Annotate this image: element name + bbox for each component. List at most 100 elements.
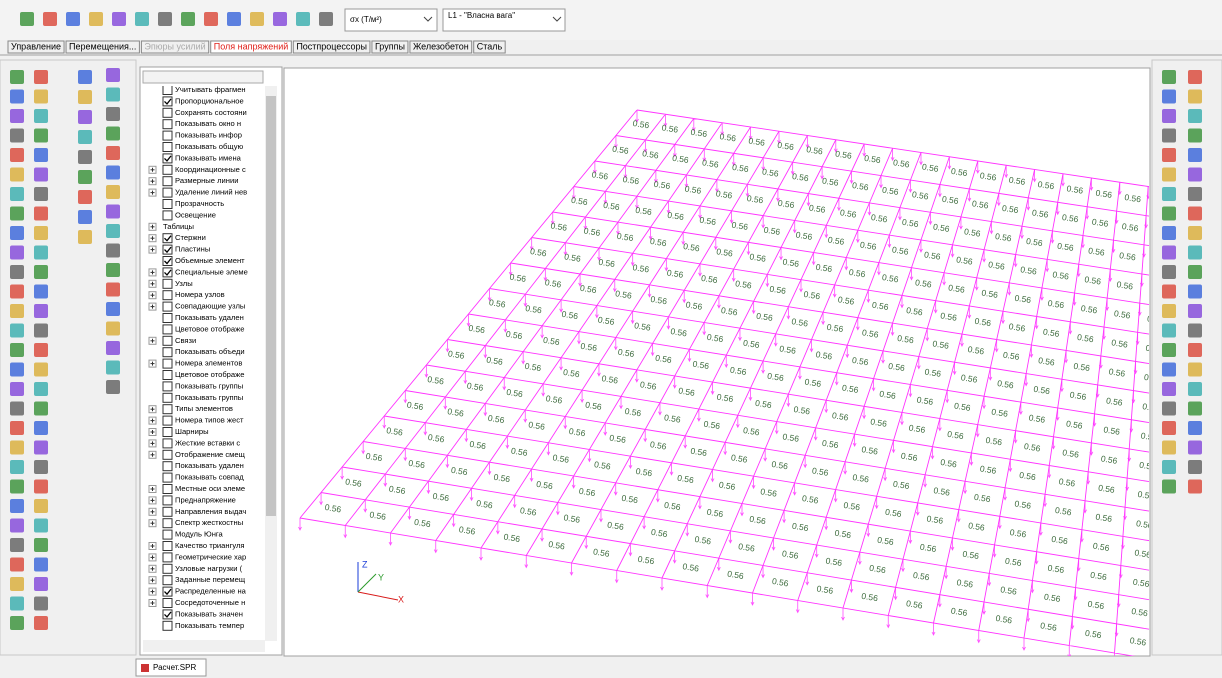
tool-icon[interactable]	[1188, 440, 1202, 455]
tool-icon[interactable]	[10, 109, 24, 123]
tool-icon[interactable]	[34, 323, 48, 338]
tree-item-label[interactable]: Объемные элемент	[175, 256, 245, 265]
tool-icon[interactable]	[10, 440, 24, 455]
tree-item-label[interactable]: Модуль Юнга	[175, 530, 223, 539]
tab[interactable]	[65, 40, 140, 54]
checkbox[interactable]	[162, 415, 173, 426]
tree-item-label[interactable]: Показывать объеди	[175, 347, 245, 356]
tool-icon[interactable]	[319, 12, 333, 26]
tree-item-label[interactable]: Пластины	[175, 245, 210, 254]
checkbox[interactable]	[162, 518, 173, 529]
tool-icon[interactable]	[106, 302, 120, 316]
tool-icon[interactable]	[1188, 148, 1202, 162]
checkbox[interactable]	[162, 598, 173, 608]
checkbox[interactable]	[162, 164, 173, 175]
tool-icon[interactable]	[78, 130, 92, 144]
tool-icon[interactable]	[10, 518, 24, 533]
tree-item-label[interactable]: Геометрические хар	[175, 552, 246, 561]
tool-icon[interactable]	[34, 440, 48, 455]
tool-icon[interactable]	[106, 146, 120, 160]
tool-icon[interactable]	[34, 109, 48, 123]
tool-icon[interactable]	[34, 265, 48, 279]
tool-icon[interactable]	[1162, 323, 1176, 338]
tree-item-label[interactable]: Стержни	[175, 233, 206, 242]
tree-item-label[interactable]: Отображение смещ	[175, 450, 246, 459]
tool-icon[interactable]	[106, 185, 120, 199]
tree-item-label[interactable]: Специальные элеме	[175, 267, 248, 276]
tool-icon[interactable]	[158, 12, 172, 26]
checkbox[interactable]	[162, 335, 173, 346]
checkbox[interactable]	[162, 199, 173, 209]
tree-item-label[interactable]: Типы элементов	[175, 404, 233, 413]
tool-icon[interactable]	[106, 224, 120, 238]
checkbox[interactable]	[162, 187, 173, 198]
tree-item-label[interactable]: Показывать группы	[175, 381, 243, 390]
tool-icon[interactable]	[78, 210, 92, 224]
tool-icon[interactable]	[78, 70, 92, 84]
tree-item-label[interactable]: Показывать удален	[175, 461, 244, 470]
tool-icon[interactable]	[10, 616, 24, 630]
tree-item-label[interactable]: Освещение	[175, 210, 216, 219]
tool-icon[interactable]	[1162, 382, 1176, 396]
tree-item-label[interactable]: Местные оси элеме	[175, 484, 245, 493]
tool-icon[interactable]	[10, 265, 24, 279]
checkbox[interactable]	[162, 358, 173, 369]
tool-icon[interactable]	[34, 89, 48, 104]
tab[interactable]	[409, 40, 473, 54]
tool-icon[interactable]	[1162, 226, 1176, 240]
tool-icon[interactable]	[10, 148, 24, 162]
checkbox[interactable]	[162, 529, 173, 540]
tool-icon[interactable]	[34, 245, 48, 260]
tool-icon[interactable]	[1162, 284, 1176, 299]
tree-item-label[interactable]: Номера типов жест	[175, 416, 244, 425]
tree-item-label[interactable]: Связи	[175, 336, 196, 345]
tool-icon[interactable]	[34, 401, 48, 416]
checkbox[interactable]	[162, 142, 173, 152]
tool-icon[interactable]	[1162, 109, 1176, 123]
tree-item-label[interactable]: Номера элементов	[175, 359, 242, 368]
checkbox[interactable]	[162, 233, 173, 244]
checkbox[interactable]	[162, 324, 173, 335]
checkbox[interactable]	[162, 484, 173, 494]
tree-item-label[interactable]: Удаление линий нев	[175, 188, 247, 197]
tree-item-label[interactable]: Показывать инфор	[175, 131, 242, 140]
checkbox[interactable]	[162, 552, 173, 563]
tool-icon[interactable]	[10, 382, 24, 396]
tool-icon[interactable]	[34, 284, 48, 299]
checkbox[interactable]	[162, 278, 173, 289]
tool-icon[interactable]	[10, 128, 24, 143]
tree-item-label[interactable]: Направления выдач	[175, 507, 246, 516]
tool-icon[interactable]	[273, 12, 287, 26]
tool-icon[interactable]	[34, 226, 48, 240]
tab[interactable]	[7, 40, 65, 54]
checkbox[interactable]	[162, 563, 173, 574]
tree-item-label[interactable]: Цветовое отображе	[175, 324, 244, 333]
tool-icon[interactable]	[34, 460, 48, 474]
tool-icon[interactable]	[10, 304, 24, 318]
tool-icon[interactable]	[1188, 265, 1202, 279]
tool-icon[interactable]	[10, 499, 24, 513]
checkbox[interactable]	[162, 267, 173, 278]
tree-item-label[interactable]: Жесткие вставки с	[175, 438, 240, 447]
tool-icon[interactable]	[10, 187, 24, 201]
tool-icon[interactable]	[34, 616, 48, 630]
tree-item-label[interactable]: Цветовое отображе	[175, 370, 244, 379]
tool-icon[interactable]	[106, 126, 120, 141]
tool-icon[interactable]	[1162, 128, 1176, 143]
tool-icon[interactable]	[1188, 323, 1202, 338]
tree-item-label[interactable]: Номера узлов	[175, 290, 225, 299]
checkbox[interactable]	[162, 620, 173, 631]
tool-icon[interactable]	[43, 12, 57, 26]
tool-icon[interactable]	[1188, 89, 1202, 104]
tool-icon[interactable]	[106, 380, 120, 394]
tool-icon[interactable]	[1162, 440, 1176, 455]
tool-icon[interactable]	[106, 165, 120, 180]
tool-icon[interactable]	[34, 557, 48, 572]
tool-icon[interactable]	[181, 12, 195, 26]
tree-item-label[interactable]: Сохранять состояни	[175, 108, 247, 117]
tool-icon[interactable]	[10, 167, 24, 182]
tree-item-label[interactable]: Спектр жесткостны	[175, 518, 243, 527]
tool-icon[interactable]	[34, 128, 48, 143]
checkbox[interactable]	[162, 86, 173, 95]
tool-icon[interactable]	[250, 12, 264, 26]
